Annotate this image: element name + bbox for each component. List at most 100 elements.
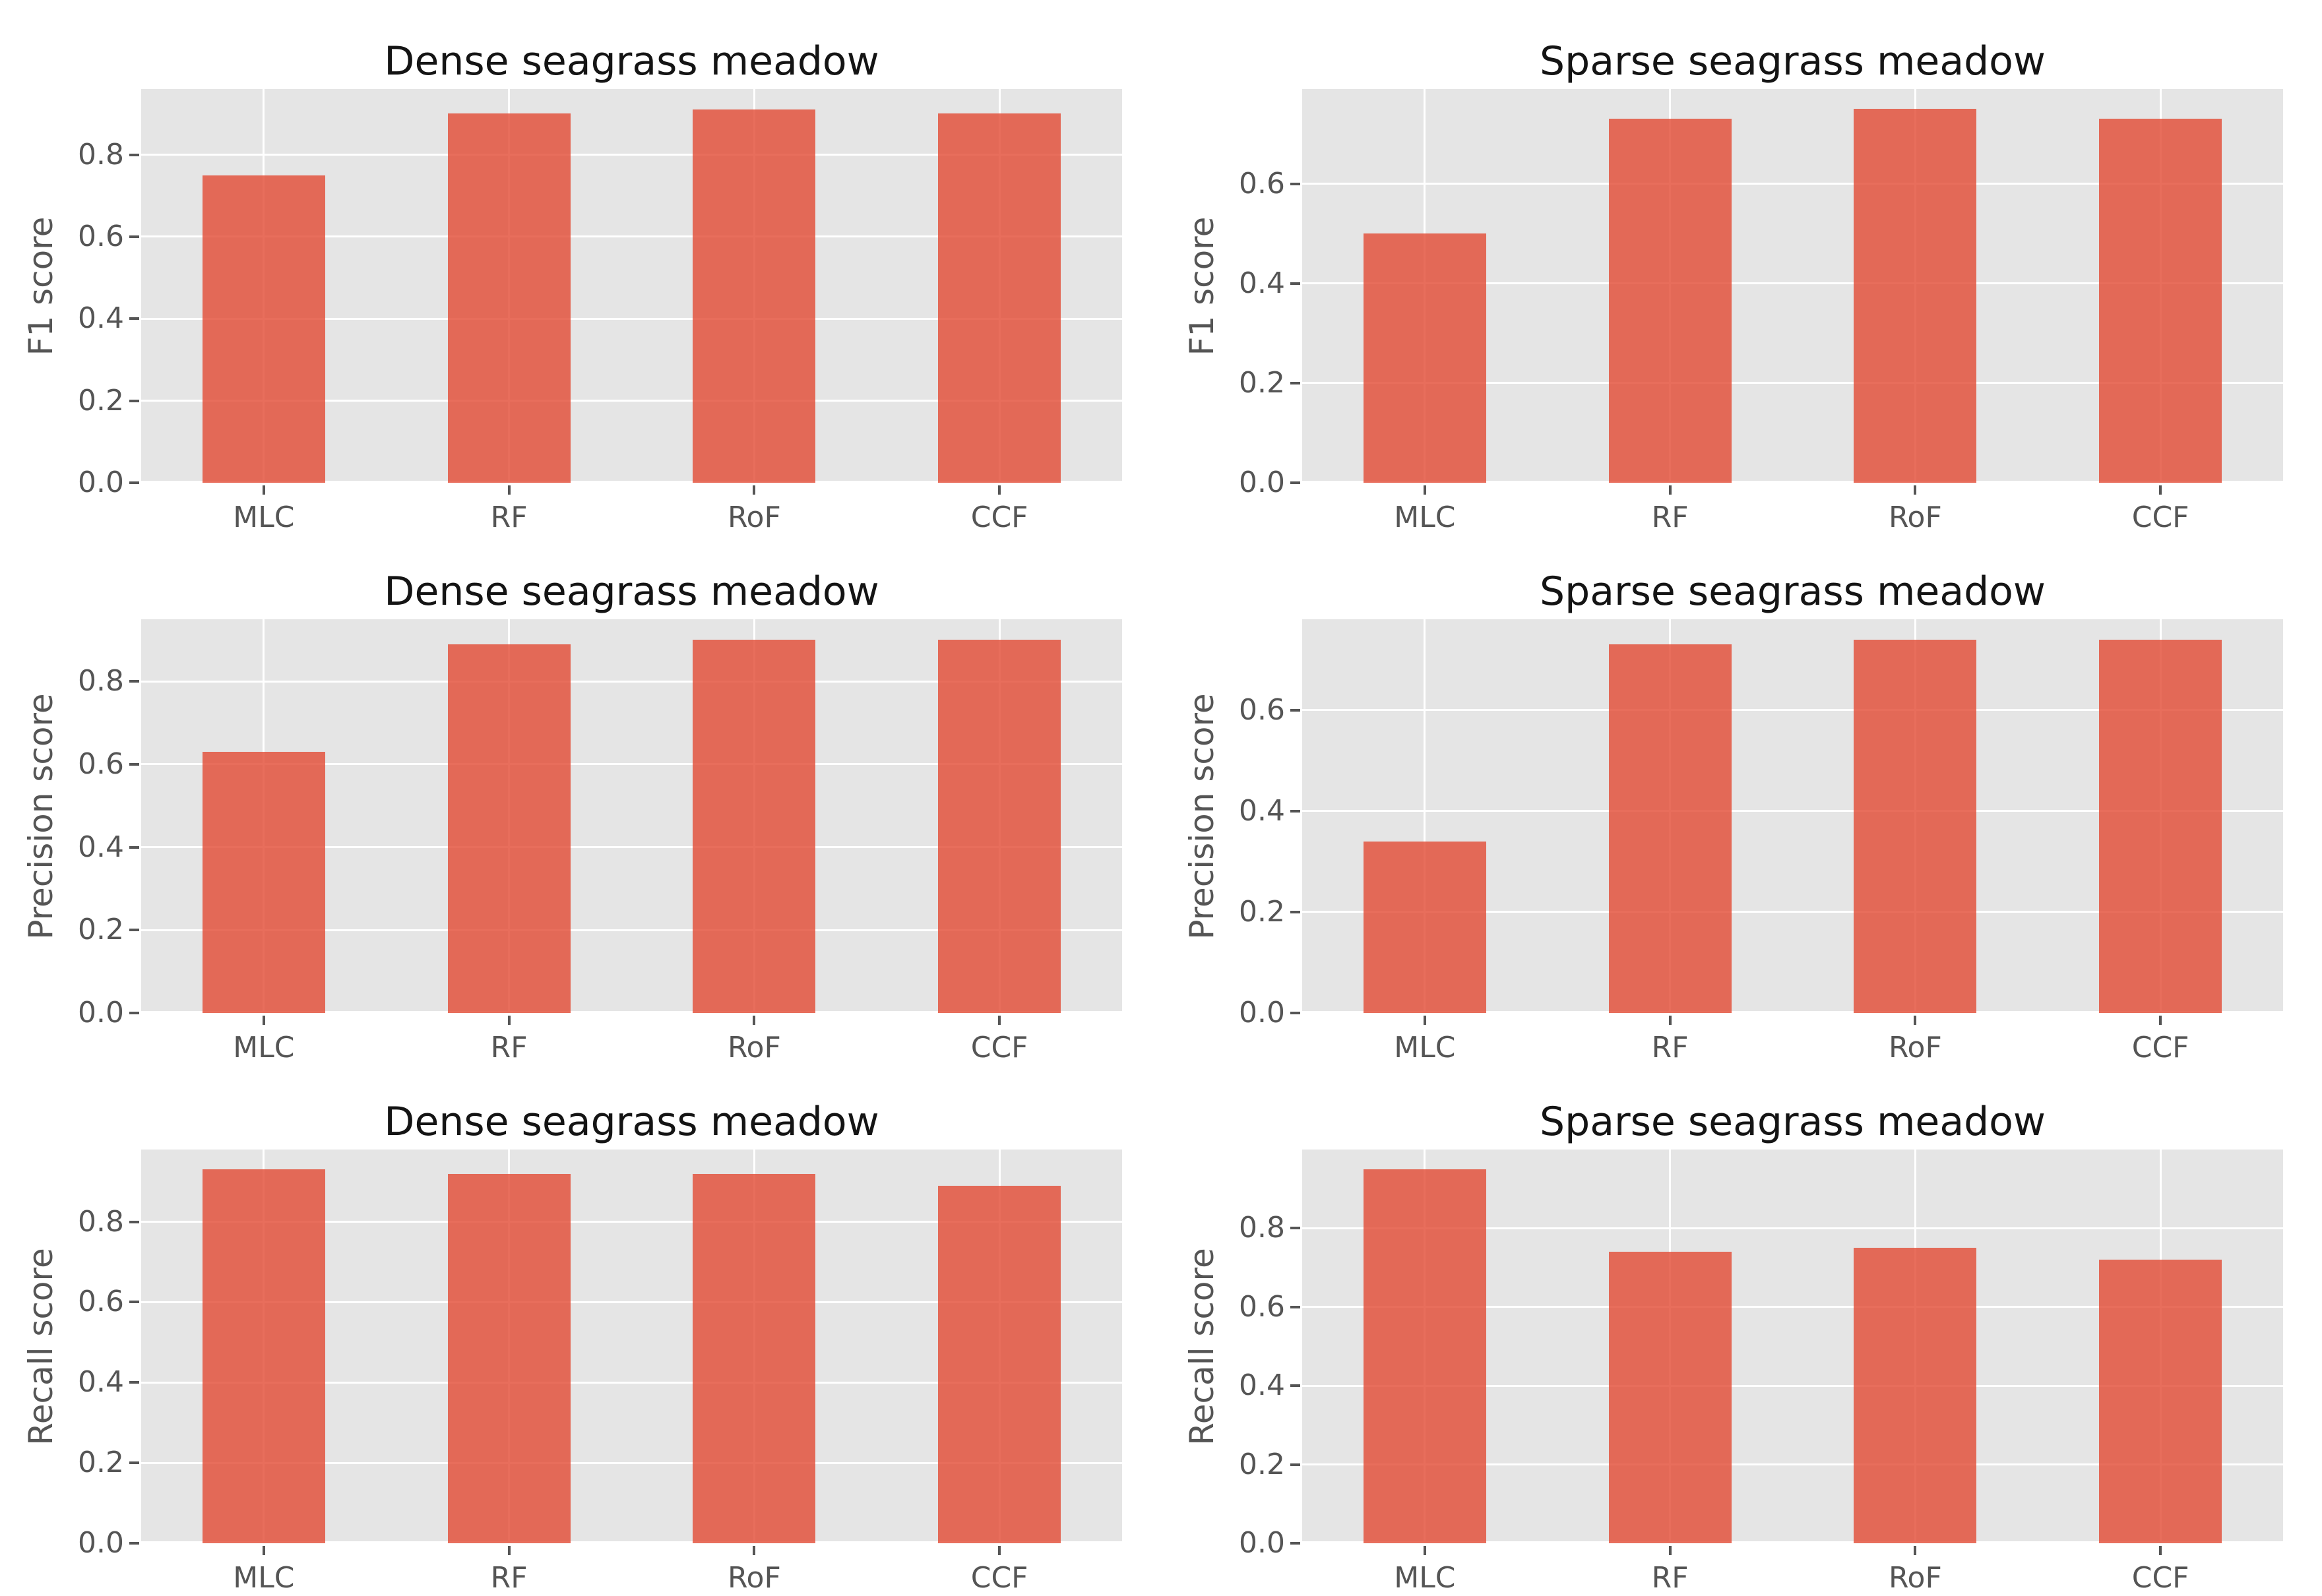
x-tick-mark	[2159, 485, 2162, 495]
y-tick-mark	[129, 317, 139, 321]
x-tick-label: RoF	[1888, 501, 1942, 534]
y-tick-label: 0.8	[78, 1204, 124, 1239]
gridline-horizontal	[141, 1541, 1122, 1543]
y-tick-mark	[1290, 282, 1300, 285]
x-tick-mark	[1668, 485, 1672, 495]
y-tick-mark	[129, 1301, 139, 1304]
y-tick-mark	[1290, 182, 1300, 185]
y-tick-mark	[129, 481, 139, 484]
x-tick-label: RoF	[727, 1561, 781, 1595]
x-tick-label: RF	[490, 1561, 528, 1595]
bar-MLC	[202, 752, 325, 1013]
y-tick-mark	[129, 762, 139, 766]
x-tick-mark	[753, 485, 756, 495]
y-tick-label: 0.4	[1239, 1368, 1285, 1403]
y-tick-label: 0.0	[78, 466, 124, 499]
y-tick-mark	[129, 845, 139, 849]
y-axis-label: Recall score	[1183, 1247, 1221, 1446]
x-tick-mark	[507, 1546, 511, 1555]
gridline-horizontal	[1302, 183, 2283, 185]
x-tick-label: RoF	[1888, 1031, 1942, 1064]
gridline-horizontal	[141, 1381, 1122, 1384]
y-tick-mark	[1290, 381, 1300, 384]
bar-MLC	[1363, 1169, 1486, 1543]
x-tick-label: CCF	[2131, 1561, 2189, 1595]
x-tick-mark	[262, 1016, 265, 1025]
gridline-horizontal	[1302, 1463, 2283, 1466]
y-axis-label: Precision score	[22, 692, 60, 940]
x-tick-mark	[1668, 1016, 1672, 1025]
x-tick-label: MLC	[233, 501, 295, 534]
x-tick-label: MLC	[1394, 1561, 1456, 1595]
y-tick-mark	[129, 1381, 139, 1384]
y-tick-label: 0.2	[1239, 365, 1285, 400]
bar-CCF	[2099, 639, 2222, 1013]
gridline-horizontal	[141, 929, 1122, 931]
y-tick-mark	[1290, 1542, 1300, 1545]
plot-area	[141, 1150, 1122, 1543]
chart-1: Sparse seagrass meadow F1 score 0.0 0.2 0.4 0…	[1161, 0, 2322, 534]
chart-title: Dense seagrass meadow	[384, 568, 879, 615]
chart-title: Sparse seagrass meadow	[1540, 568, 2046, 615]
gridline-horizontal	[141, 846, 1122, 849]
bar-RoF	[1854, 1248, 1977, 1543]
gridline-horizontal	[1302, 382, 2283, 384]
x-tick-mark	[1423, 1546, 1426, 1555]
y-tick-label: 0.6	[78, 219, 124, 253]
chart-title: Dense seagrass meadow	[384, 38, 879, 84]
y-tick-label: 0.0	[1239, 996, 1285, 1029]
bar-RF	[1608, 1252, 1732, 1543]
y-tick-mark	[129, 1542, 139, 1545]
y-tick-mark	[1290, 1227, 1300, 1230]
y-tick-label: 0.2	[78, 1446, 124, 1480]
chart-title: Sparse seagrass meadow	[1540, 1099, 2046, 1145]
y-tick-mark	[129, 1012, 139, 1014]
chart-title: Dense seagrass meadow	[384, 1099, 879, 1145]
x-tick-label: MLC	[233, 1031, 295, 1064]
y-tick-label: 0.4	[78, 1365, 124, 1399]
bar-RF	[1608, 644, 1732, 1013]
x-tick-label: CCF	[970, 1561, 1028, 1595]
y-tick-label: 0.0	[78, 1526, 124, 1560]
x-tick-label: MLC	[1394, 1031, 1456, 1064]
y-tick-label: 0.6	[1239, 692, 1285, 727]
y-tick-label: 0.6	[78, 747, 124, 781]
chart-3: Sparse seagrass meadow Precision score 0.0…	[1161, 530, 2322, 1064]
bar-MLC	[1363, 841, 1486, 1013]
bar-MLC	[1363, 233, 1486, 483]
y-tick-mark	[129, 680, 139, 683]
bar-CCF	[2099, 1260, 2222, 1543]
y-axis-label: Recall score	[22, 1247, 60, 1446]
bar-CCF	[938, 1185, 1061, 1543]
y-tick-label: 0.4	[1239, 266, 1285, 300]
y-tick-label: 0.6	[78, 1285, 124, 1319]
gridline-horizontal	[141, 763, 1122, 766]
x-tick-mark	[2159, 1016, 2162, 1025]
chart-5: Sparse seagrass meadow Recall score 0.0 0.2…	[1161, 1060, 2322, 1595]
bar-RF	[1608, 119, 1732, 483]
x-tick-mark	[1914, 1546, 1917, 1555]
x-tick-label: RF	[1651, 501, 1689, 534]
gridline-horizontal	[1302, 1384, 2283, 1387]
gridline-horizontal	[1302, 481, 2283, 483]
y-tick-mark	[1290, 1305, 1300, 1308]
x-tick-mark	[507, 485, 511, 495]
plot-area	[1302, 619, 2283, 1013]
bar-RF	[447, 1173, 571, 1543]
y-tick-mark	[1290, 809, 1300, 813]
x-tick-mark	[998, 485, 1001, 495]
y-tick-label: 0.2	[78, 913, 124, 947]
gridline-horizontal	[1302, 282, 2283, 285]
gridline-horizontal	[1302, 1541, 2283, 1543]
y-tick-mark	[129, 153, 139, 156]
bar-RoF	[1854, 639, 1977, 1013]
y-tick-mark	[1290, 481, 1300, 484]
gridline-horizontal	[141, 154, 1122, 156]
gridline-horizontal	[141, 1221, 1122, 1223]
x-tick-label: RF	[1651, 1561, 1689, 1595]
chart-2: Dense seagrass meadow Precision score 0.0 0…	[0, 530, 1161, 1064]
y-tick-label: 0.8	[78, 137, 124, 171]
y-tick-label: 0.6	[1239, 1289, 1285, 1324]
gridline-horizontal	[141, 1011, 1122, 1013]
